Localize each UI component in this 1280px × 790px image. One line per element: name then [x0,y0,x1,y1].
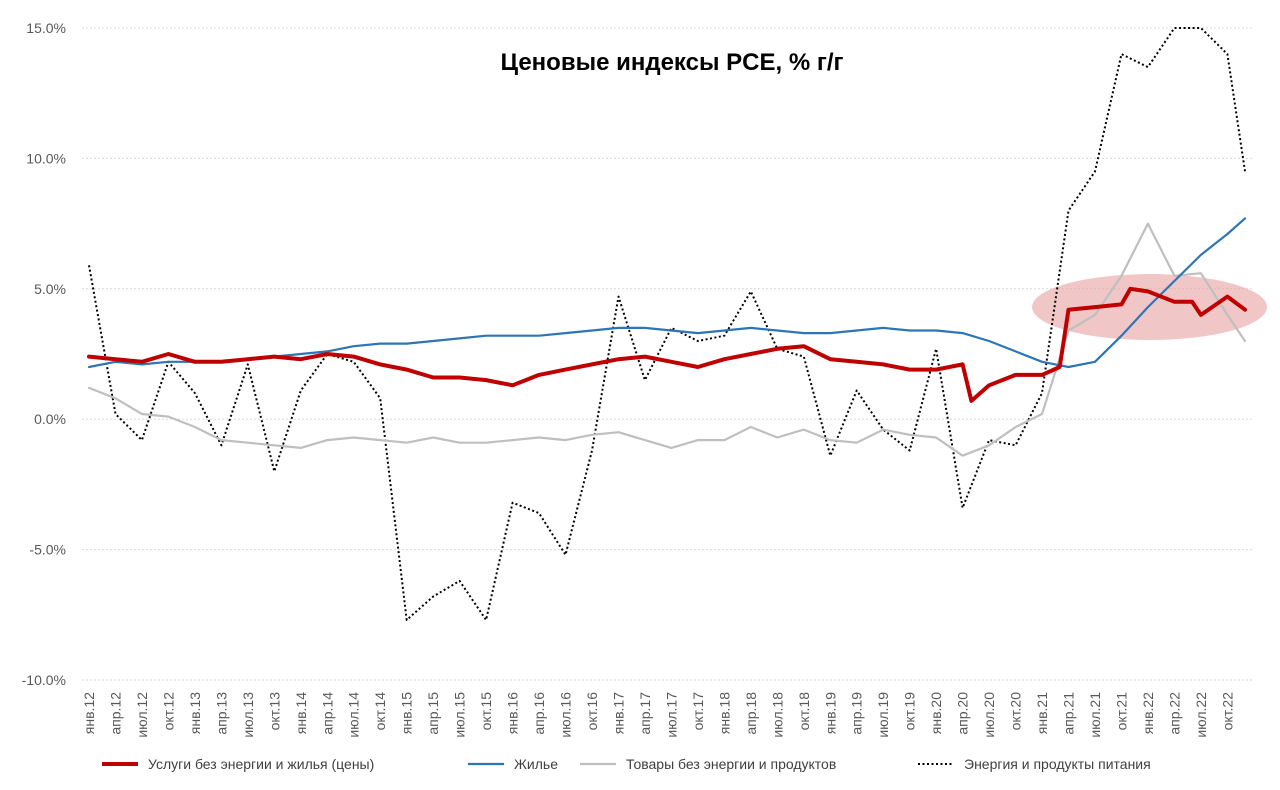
legend-label-3: Энергия и продукты питания [964,756,1151,772]
legend-label-1: Жилье [514,756,558,772]
x-tick-label: янв.14 [293,692,309,734]
x-tick-label: окт.17 [690,692,706,731]
x-tick-label: апр.21 [1061,692,1077,735]
x-tick-label: янв.20 [928,692,944,734]
x-tick-label: июл.19 [875,692,891,738]
x-tick-label: окт.22 [1219,692,1235,731]
x-tick-label: янв.15 [399,692,415,734]
x-tick-label: окт.13 [266,692,282,731]
x-tick-label: апр.15 [425,692,441,735]
x-tick-label: июл.15 [452,692,468,738]
x-axis-ticks: янв.12 апр.12 июл.12 окт.12 янв.13 апр.13 июл.… [81,692,1235,738]
x-tick-label: янв.17 [610,692,626,734]
x-tick-label: апр.19 [849,692,865,735]
x-tick-label: апр.13 [213,692,229,735]
y-tick-label: -5.0% [29,542,66,558]
y-tick-label: 0.0% [34,411,66,427]
x-tick-label: июл.20 [981,692,997,738]
y-tick-label: 15.0% [26,20,66,36]
x-tick-label: апр.18 [743,692,759,735]
x-tick-label: янв.12 [81,692,97,734]
x-tick-label: апр.20 [955,692,971,735]
y-tick-label: 5.0% [34,281,66,297]
x-tick-label: июл.21 [1087,692,1103,738]
x-tick-label: апр.17 [637,692,653,735]
series-line-0 [87,286,1247,403]
x-tick-label: июл.12 [134,692,150,738]
x-tick-label: июл.22 [1193,692,1209,738]
gridlines [82,27,1252,681]
x-tick-label: апр.14 [319,692,335,735]
x-tick-label: окт.21 [1113,692,1129,731]
x-tick-label: июл.14 [346,692,362,738]
x-tick-label: апр.22 [1166,692,1182,735]
x-tick-label: июл.13 [240,692,256,738]
x-tick-label: янв.22 [1140,692,1156,734]
x-tick-label: окт.14 [372,692,388,731]
legend-label-0: Услуги без энергии и жилья (цены) [148,756,374,772]
x-tick-label: окт.18 [796,692,812,731]
x-tick-label: окт.19 [902,692,918,731]
x-tick-label: июл.18 [769,692,785,738]
x-tick-label: янв.18 [716,692,732,734]
x-tick-label: окт.16 [584,692,600,731]
x-tick-label: июл.17 [663,692,679,738]
x-tick-label: янв.21 [1034,692,1050,734]
x-tick-label: апр.16 [531,692,547,735]
y-tick-label: -10.0% [22,672,66,688]
x-tick-label: окт.12 [160,692,176,731]
series-group [87,27,1247,621]
x-tick-label: янв.16 [505,692,521,734]
highlight-annotation [1032,274,1267,341]
x-tick-label: июл.16 [558,692,574,738]
highlight-ellipse [1032,274,1267,341]
x-tick-label: окт.15 [478,692,494,731]
x-tick-label: янв.19 [822,692,838,734]
y-axis-ticks: 15.0% 10.0% 5.0% 0.0% -5.0% -10.0% [22,20,66,688]
x-tick-label: окт.20 [1008,692,1024,731]
chart-title: Ценовые индексы PCE, % г/г [501,49,844,76]
x-tick-label: апр.12 [107,692,123,735]
x-tick-label: янв.13 [187,692,203,734]
legend: Услуги без энергии и жилья (цены) Жилье То… [102,756,1151,772]
legend-label-2: Товары без энергии и продуктов [626,756,836,772]
y-tick-label: 10.0% [26,150,66,166]
series-line-3 [88,27,1246,621]
